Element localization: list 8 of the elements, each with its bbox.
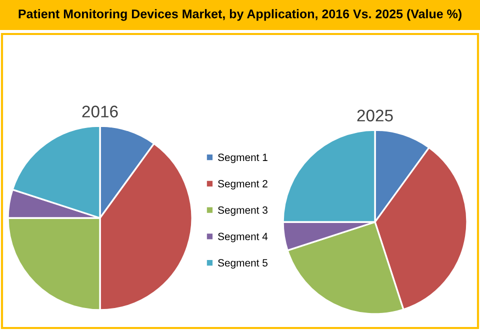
legend-label: Segment 5 [218, 259, 268, 269]
legend-label: Segment 4 [218, 232, 268, 242]
chart-title: Patient Monitoring Devices Market, by Application, 2016 Vs. 2025 (Value %) [18, 9, 462, 21]
chart-subtitle: 2016 [82, 106, 118, 118]
legend-label: Segment 2 [218, 180, 268, 190]
legend-label: Segment 3 [218, 206, 268, 216]
chart-subtitle: 2025 [357, 110, 393, 122]
legend-label: Segment 1 [218, 154, 268, 164]
